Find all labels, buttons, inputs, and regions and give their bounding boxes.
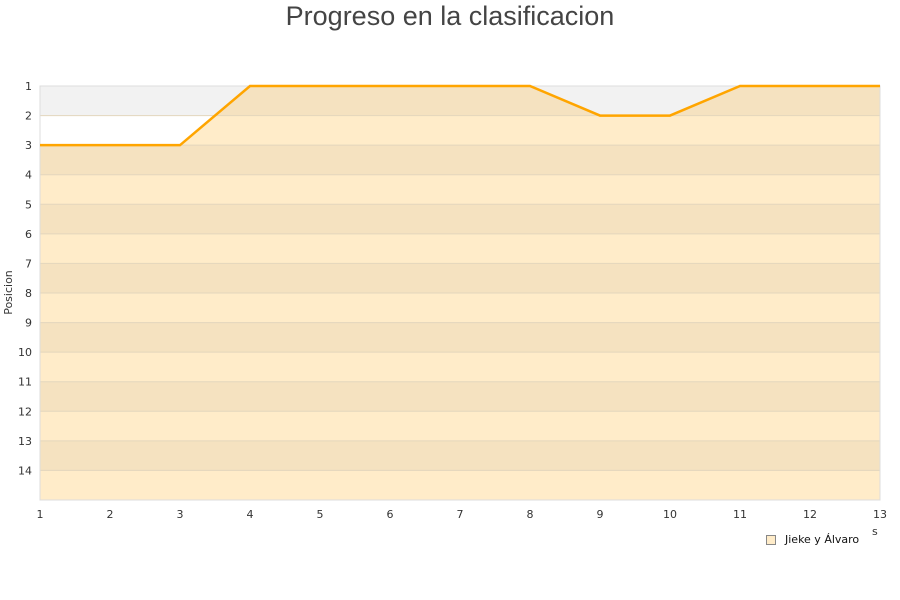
y-tick-label: 2 — [25, 110, 32, 123]
x-tick-label: 13 — [873, 508, 887, 521]
y-tick-label: 6 — [25, 228, 32, 241]
legend[interactable]: Jieke y Álvaro — [766, 533, 859, 546]
y-tick-label: 4 — [25, 169, 32, 182]
x-axis-label: s — [872, 525, 878, 538]
y-tick-label: 9 — [25, 317, 32, 330]
y-tick-label: 5 — [25, 198, 32, 211]
y-tick-label: 11 — [18, 376, 32, 389]
x-tick-label: 3 — [177, 508, 184, 521]
area-band — [40, 145, 880, 175]
y-tick-label: 7 — [25, 257, 32, 270]
y-tick-label: 10 — [18, 346, 32, 359]
x-tick-label: 4 — [247, 508, 254, 521]
area-band — [40, 322, 880, 353]
area-band — [40, 263, 880, 293]
y-tick-label: 14 — [18, 464, 32, 477]
y-tick-label: 13 — [18, 435, 32, 448]
x-tick-label: 11 — [733, 508, 747, 521]
area-band — [40, 293, 880, 323]
legend-swatch — [766, 534, 776, 545]
y-tick-label: 8 — [25, 287, 32, 300]
area-band — [40, 352, 880, 382]
chart-title: Progreso en la clasificacion — [285, 1, 615, 31]
y-tick-label: 12 — [18, 405, 32, 418]
x-tick-label: 2 — [107, 508, 114, 521]
x-tick-label: 5 — [317, 508, 324, 521]
y-tick-label: 1 — [25, 80, 32, 93]
area-band — [40, 381, 880, 412]
x-tick-label: 12 — [803, 508, 817, 521]
x-tick-label: 6 — [387, 508, 394, 521]
area-band — [40, 204, 880, 234]
x-tick-label: 8 — [527, 508, 534, 521]
area-band — [40, 411, 880, 441]
x-tick-label: 10 — [663, 508, 677, 521]
y-tick-label: 3 — [25, 139, 32, 152]
x-tick-label: 9 — [597, 508, 604, 521]
legend-label: Jieke y Álvaro — [785, 533, 860, 546]
x-tick-label: 7 — [457, 508, 464, 521]
area-band — [40, 440, 880, 471]
area-band — [40, 470, 880, 500]
area-band — [40, 174, 880, 205]
area-band — [40, 233, 880, 264]
x-tick-label: 1 — [37, 508, 44, 521]
series-line — [40, 84, 880, 147]
